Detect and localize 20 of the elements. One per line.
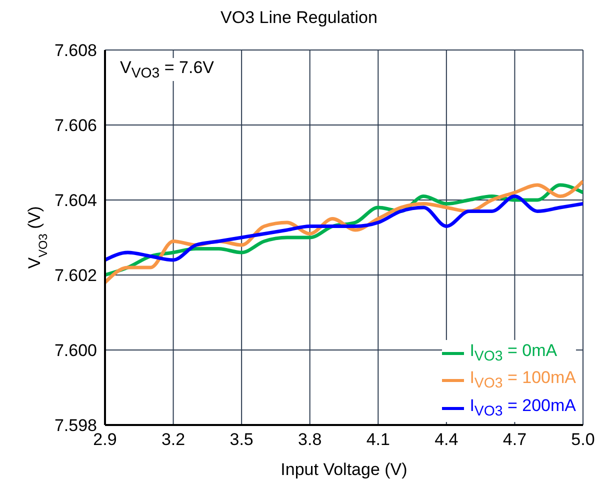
x-tick-label: 4.7 [502, 430, 527, 450]
y-tick-label: 7.600 [54, 341, 97, 360]
y-tick-label: 7.606 [54, 116, 97, 136]
x-axis-title: Input Voltage (V) [280, 460, 408, 479]
legend-label: I$_{VO3}$ = 100mA [470, 367, 576, 394]
line-series [105, 194, 583, 262]
y-tick-label: 7.602 [54, 266, 97, 286]
x-tick-label: 4.4 [434, 430, 458, 450]
x-tick-label: 3.8 [298, 430, 322, 450]
annotation: V$_{VO3}$ = 7.6V [118, 58, 216, 82]
x-tick-label: 5.0 [571, 430, 595, 450]
y-tick-label: 7.604 [54, 191, 97, 210]
x-tick-label: 4.1 [366, 430, 390, 450]
y-tick-label: 7.608 [54, 41, 97, 60]
x-tick-label: 2.9 [93, 430, 117, 450]
x-tick-label: 3.5 [230, 430, 254, 450]
chart-title: VO3 Line Regulation [220, 8, 378, 28]
legend-label: I$_{VO3}$ = 0mA [470, 340, 558, 366]
legend-label: I$_{VO3}$ = 200mA [470, 394, 576, 421]
x-tick-label: 3.2 [161, 430, 186, 450]
